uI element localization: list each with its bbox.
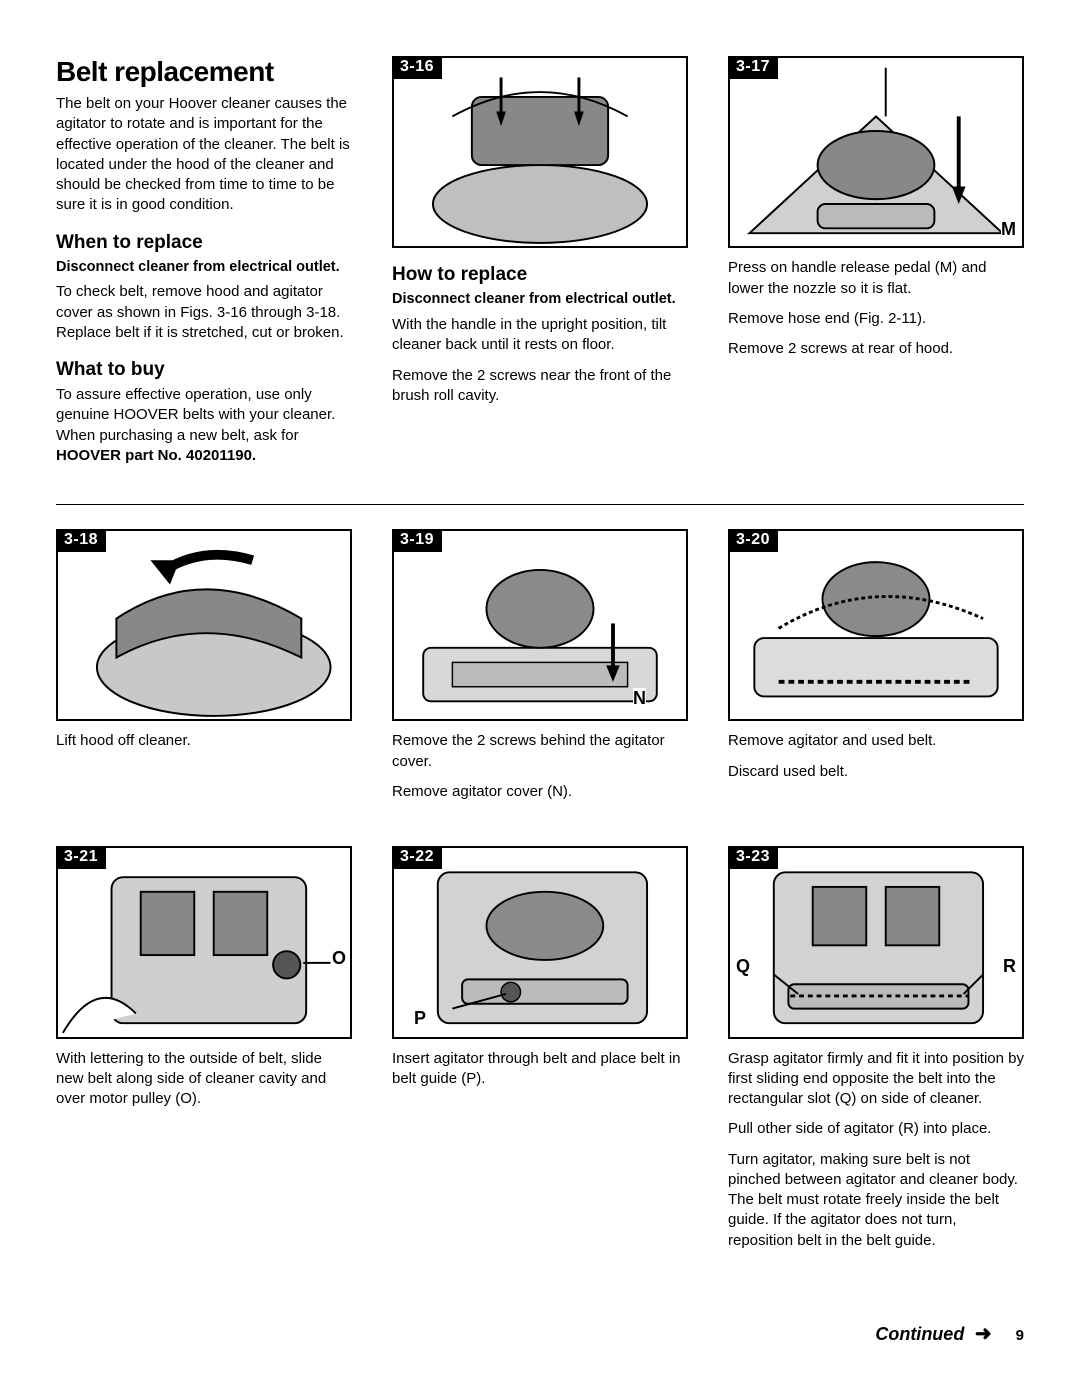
col3-p1: Press on handle release pedal (M) and lo… <box>728 258 1024 299</box>
row3-c3-p2: Pull other side of agitator (R) into pla… <box>728 1119 1024 1139</box>
col3: 3-17 M Press on handle release pedal (M)… <box>728 56 1024 476</box>
page-footer: Continued ➜ 9 <box>56 1321 1024 1346</box>
row-top: Belt replacement The belt on your Hoover… <box>56 56 1024 476</box>
callout-p: P <box>414 1008 426 1029</box>
row3-col3: 3-23 Q R Grasp agitator firmly and fit i… <box>728 846 1024 1261</box>
when-body: To check belt, remove hood and agitator … <box>56 282 352 343</box>
row2-c1-p1: Lift hood off cleaner. <box>56 731 352 751</box>
figure-3-22-illustration <box>394 848 686 1043</box>
row3-col1: 3-21 O With lettering to the outside of … <box>56 846 352 1261</box>
row3-col2: 3-22 P Insert agitator through belt and … <box>392 846 688 1261</box>
figure-3-18: 3-18 <box>56 529 352 721</box>
how-p1: With the handle in the upright position,… <box>392 315 688 356</box>
row2-c2-p2: Remove agitator cover (N). <box>392 782 688 802</box>
figure-3-17: 3-17 M <box>728 56 1024 248</box>
row3-c2-p1: Insert agitator through belt and place b… <box>392 1049 688 1090</box>
figure-3-22: 3-22 P <box>392 846 688 1038</box>
row3-c1-p1: With lettering to the outside of belt, s… <box>56 1049 352 1110</box>
row2-col3: 3-20 Remove agitator and used belt. Disc… <box>728 529 1024 812</box>
row-3: 3-21 O With lettering to the outside of … <box>56 846 1024 1261</box>
how-warning: Disconnect cleaner from electrical outle… <box>392 290 688 309</box>
col3-p3: Remove 2 screws at rear of hood. <box>728 339 1024 359</box>
figure-3-19: 3-19 N <box>392 529 688 721</box>
continued-text: Continued <box>875 1324 964 1344</box>
figure-3-21-illustration <box>58 848 350 1043</box>
row2-c3-p2: Discard used belt. <box>728 762 1024 782</box>
row2-col1: 3-18 Lift hood off cleaner. <box>56 529 352 812</box>
what-to-buy-heading: What to buy <box>56 359 352 381</box>
row2-c2-p1: Remove the 2 screws behind the agitator … <box>392 731 688 772</box>
callout-n: N <box>633 688 646 709</box>
figure-3-20-illustration <box>730 531 1022 726</box>
figure-3-23-illustration <box>730 848 1022 1043</box>
intro-text: The belt on your Hoover cleaner causes t… <box>56 94 352 216</box>
col1: Belt replacement The belt on your Hoover… <box>56 56 352 476</box>
row2-c3-p1: Remove agitator and used belt. <box>728 731 1024 751</box>
figure-3-16: 3-16 <box>392 56 688 248</box>
callout-r: R <box>1003 956 1016 977</box>
when-to-replace-heading: When to replace <box>56 232 352 254</box>
figure-3-23: 3-23 Q R <box>728 846 1024 1038</box>
how-to-replace-heading: How to replace <box>392 264 688 286</box>
what-body: To assure effective operation, use only … <box>56 385 352 466</box>
page-number: 9 <box>1016 1327 1024 1344</box>
row3-c3-p3: Turn agitator, making sure belt is not p… <box>728 1150 1024 1251</box>
row3-c3-p1: Grasp agitator firmly and fit it into po… <box>728 1049 1024 1110</box>
figure-3-20: 3-20 <box>728 529 1024 721</box>
how-p2: Remove the 2 screws near the front of th… <box>392 366 688 407</box>
callout-q: Q <box>736 956 750 977</box>
row-2: 3-18 Lift hood off cleaner. 3-19 N Remov… <box>56 529 1024 812</box>
col3-p2: Remove hose end (Fig. 2-11). <box>728 309 1024 329</box>
page-title: Belt replacement <box>56 56 352 88</box>
figure-3-17-illustration <box>730 58 1022 253</box>
figure-3-21: 3-21 O <box>56 846 352 1038</box>
figure-3-18-illustration <box>58 531 350 726</box>
continued-label: Continued ➜ <box>875 1321 991 1346</box>
separator-1 <box>56 504 1024 505</box>
col2: 3-16 How to replace Disconnect cleaner f… <box>392 56 688 476</box>
arrow-right-icon: ➜ <box>969 1323 991 1345</box>
row2-col2: 3-19 N Remove the 2 screws behind the ag… <box>392 529 688 812</box>
callout-m: M <box>1001 219 1016 240</box>
when-warning: Disconnect cleaner from electrical outle… <box>56 258 352 277</box>
what-body-a: To assure effective operation, use only … <box>56 386 335 444</box>
what-body-b: HOOVER part No. 40201190. <box>56 447 256 464</box>
figure-3-16-illustration <box>394 58 686 253</box>
callout-o: O <box>332 948 346 969</box>
